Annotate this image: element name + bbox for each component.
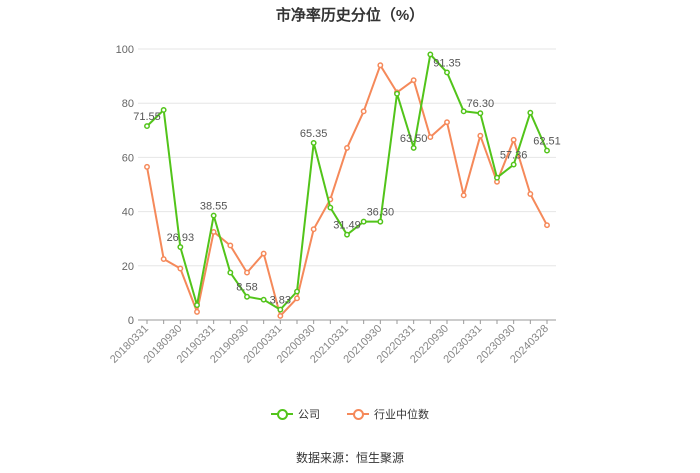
legend-swatch-company xyxy=(270,409,293,420)
data-point xyxy=(460,108,467,115)
data-label: 91.35 xyxy=(433,57,461,69)
data-point xyxy=(460,192,467,199)
data-point xyxy=(544,147,550,154)
legend-item-company[interactable]: 公司 xyxy=(270,406,320,422)
data-label: 62.51 xyxy=(533,136,561,148)
data-point xyxy=(394,90,400,97)
series-layer xyxy=(144,51,550,319)
data-point xyxy=(177,244,184,250)
data-label: 63.50 xyxy=(400,133,428,145)
legend-label-company: 公司 xyxy=(297,409,320,421)
y-tick-label: 20 xyxy=(122,261,134,273)
data-point xyxy=(527,109,534,116)
series-line-0 xyxy=(146,53,548,311)
data-label: 76.30 xyxy=(467,98,495,110)
y-tick-label: 0 xyxy=(128,315,134,327)
data-label: 3.83 xyxy=(270,295,291,307)
data-point xyxy=(444,119,450,126)
data-label: 8.58 xyxy=(236,282,257,294)
y-tick-label: 100 xyxy=(116,44,134,56)
data-point xyxy=(194,308,200,315)
chart-title: 市净率历史分位（%） xyxy=(275,7,425,24)
data-point xyxy=(360,108,367,115)
data-label: 31.49 xyxy=(333,220,361,232)
data-point xyxy=(160,107,167,113)
data-point xyxy=(144,123,150,130)
data-label: 36.30 xyxy=(367,207,395,219)
legend: 公司 行业中位数 xyxy=(0,406,700,422)
data-point xyxy=(160,256,167,262)
data-point xyxy=(510,161,517,168)
data-point xyxy=(194,302,200,309)
data-point xyxy=(427,134,434,141)
y-tick-label: 60 xyxy=(122,152,134,164)
data-point xyxy=(444,69,450,76)
label-layer: 71.55 26.93 38.55 8.58 3.83 65.35 31.49 36.30 63… xyxy=(133,57,561,306)
data-point xyxy=(310,226,317,233)
data-point xyxy=(427,51,434,58)
data-point xyxy=(327,204,334,211)
data-point xyxy=(227,269,234,276)
data-point xyxy=(294,295,300,302)
data-point xyxy=(177,265,184,272)
data-point xyxy=(360,218,367,225)
data-point xyxy=(527,191,534,197)
data-point xyxy=(144,163,150,170)
y-tick-label: 40 xyxy=(122,207,134,219)
data-point xyxy=(344,144,350,151)
data-label: 38.55 xyxy=(200,201,228,213)
data-source: 数据来源：恒生聚源 xyxy=(295,451,404,465)
data-point xyxy=(244,293,250,300)
grid-layer xyxy=(138,48,556,267)
data-point xyxy=(244,269,250,276)
data-point xyxy=(227,242,234,249)
data-label: 57.36 xyxy=(500,150,528,162)
data-point xyxy=(544,222,550,229)
data-point xyxy=(294,288,300,295)
data-point xyxy=(477,110,484,117)
data-point xyxy=(210,212,217,219)
legend-item-industry[interactable]: 行业中位数 xyxy=(347,406,429,422)
data-point xyxy=(494,174,500,181)
data-point xyxy=(477,132,484,139)
data-label: 26.93 xyxy=(167,232,195,244)
data-label: 71.55 xyxy=(133,111,161,123)
data-point xyxy=(344,231,350,238)
data-point xyxy=(410,144,417,151)
data-point xyxy=(377,62,384,69)
data-label: 65.35 xyxy=(300,128,328,140)
data-point xyxy=(277,306,284,313)
data-point xyxy=(410,77,417,84)
data-point xyxy=(210,228,217,235)
data-point xyxy=(377,218,384,225)
data-point xyxy=(277,312,284,319)
y-tick-label: 80 xyxy=(122,98,134,110)
data-point xyxy=(510,136,517,143)
data-point xyxy=(310,139,317,146)
legend-swatch-industry xyxy=(347,409,370,420)
legend-label-industry: 行业中位数 xyxy=(374,409,430,421)
data-point xyxy=(260,250,267,257)
data-point xyxy=(260,296,267,303)
